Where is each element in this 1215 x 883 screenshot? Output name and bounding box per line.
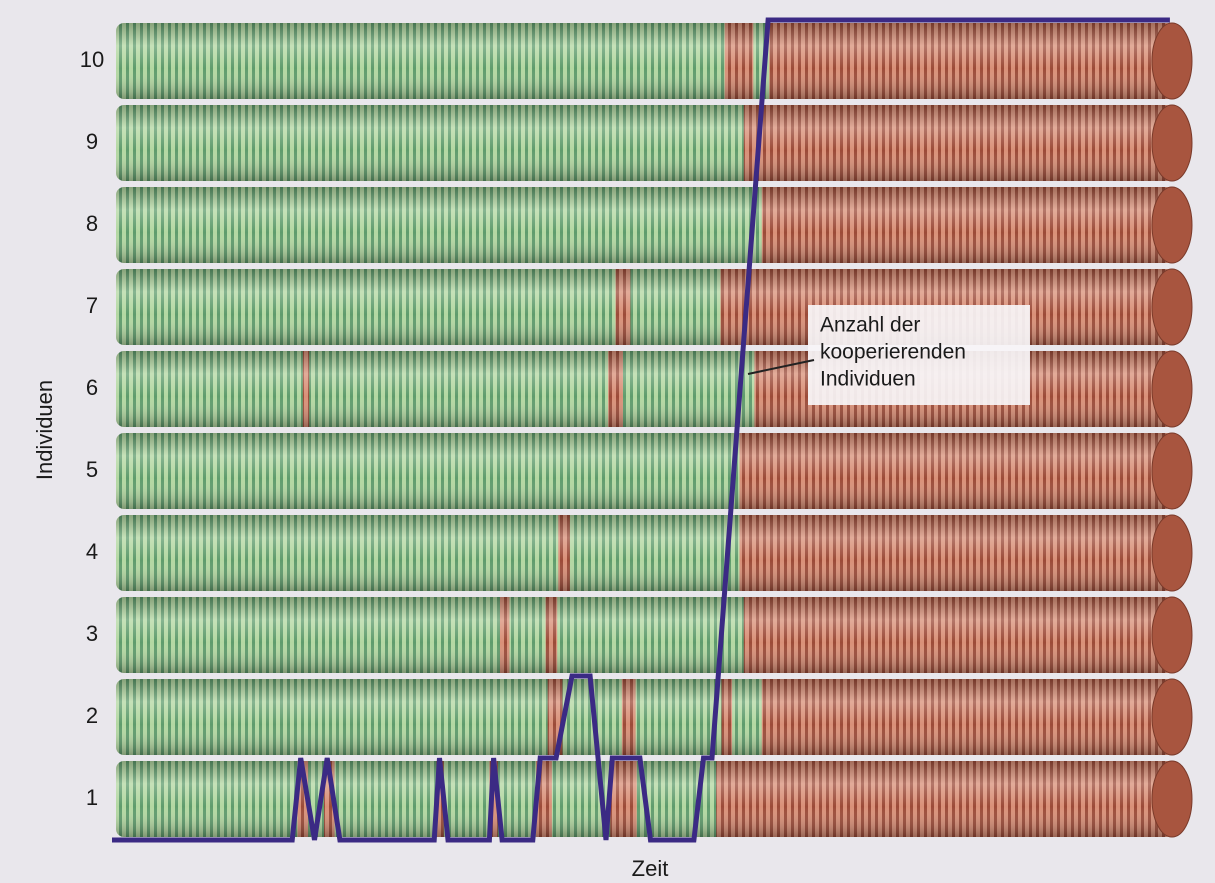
y-tick-label: 7 — [86, 293, 98, 318]
cylinder — [116, 23, 1192, 99]
cylinder-cap — [1152, 761, 1192, 837]
cylinder-shade — [116, 433, 1172, 509]
annotation: Anzahl der — [820, 314, 920, 337]
cylinder-cap — [1152, 23, 1192, 99]
cylinder — [116, 597, 1192, 673]
cylinder-cap — [1152, 597, 1192, 673]
cylinder — [116, 433, 1192, 509]
cylinder — [116, 679, 1192, 755]
y-tick-label: 4 — [86, 539, 98, 564]
cylinder-cap — [1152, 105, 1192, 181]
cylinder-shade — [116, 23, 1172, 99]
cylinder — [116, 105, 1192, 181]
y-tick-label: 2 — [86, 703, 98, 728]
cylinder — [116, 269, 1192, 345]
y-tick-label: 6 — [86, 375, 98, 400]
cylinder-shade — [116, 105, 1172, 181]
cylinder-shade — [116, 187, 1172, 263]
y-tick-label: 10 — [80, 47, 104, 72]
cylinder — [116, 761, 1192, 837]
y-tick-label: 8 — [86, 211, 98, 236]
y-axis-label: Individuen — [32, 380, 57, 480]
cylinder-cap — [1152, 187, 1192, 263]
annotation: kooperierenden — [820, 341, 966, 364]
x-axis-label: Zeit — [632, 856, 669, 881]
annotation: Individuen — [820, 368, 916, 391]
rows: 1 2 3 4 5 6 7 8 9 10 — [80, 23, 1192, 837]
cylinder — [116, 187, 1192, 263]
cylinder-shade — [116, 515, 1172, 591]
y-tick-label: 5 — [86, 457, 98, 482]
cylinder-cap — [1152, 351, 1192, 427]
cylinder — [116, 515, 1192, 591]
cylinder-cap — [1152, 269, 1192, 345]
page: 1 2 3 4 5 6 7 8 9 10 Anzahl der kooperierenden Indi… — [0, 0, 1215, 883]
y-tick-label: 1 — [86, 785, 98, 810]
cylinder-shade — [116, 679, 1172, 755]
y-tick-label: 9 — [86, 129, 98, 154]
cylinder — [116, 351, 1192, 427]
chart: 1 2 3 4 5 6 7 8 9 10 Anzahl der kooperierenden Indi… — [0, 0, 1215, 883]
cylinder-cap — [1152, 515, 1192, 591]
cylinder-cap — [1152, 433, 1192, 509]
cylinder-cap — [1152, 679, 1192, 755]
y-tick-label: 3 — [86, 621, 98, 646]
cylinder-shade — [116, 597, 1172, 673]
